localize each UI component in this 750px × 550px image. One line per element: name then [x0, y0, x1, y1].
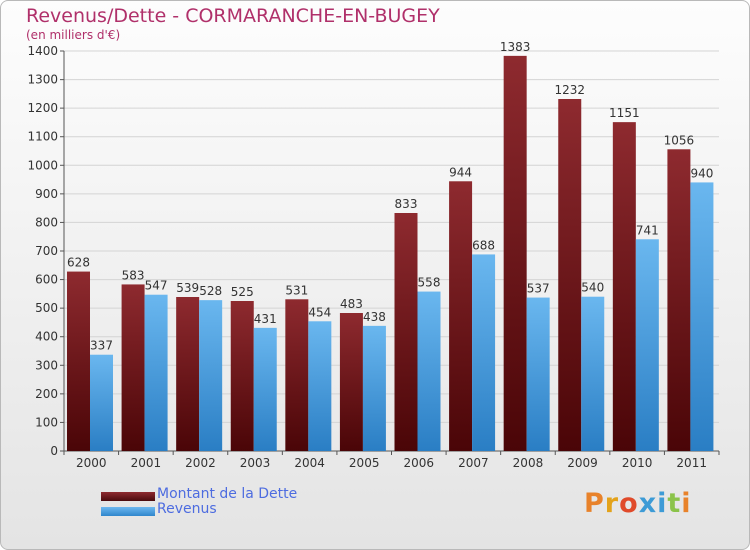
bar-revenus — [581, 296, 605, 451]
y-tick-label: 1200 — [27, 101, 58, 115]
y-tick-label: 1100 — [27, 130, 58, 144]
bar-dette — [121, 284, 145, 451]
bar-revenus — [308, 321, 332, 451]
data-label: 525 — [231, 285, 254, 299]
y-tick-label: 1300 — [27, 73, 58, 87]
logo-letter: x — [638, 488, 658, 519]
y-tick-label: 1400 — [27, 44, 58, 58]
x-tick-label: 2000 — [76, 456, 107, 470]
data-label: 628 — [67, 256, 90, 270]
legend-item-revenus: Revenus — [101, 501, 361, 519]
data-label: 431 — [254, 312, 277, 326]
y-tick-label: 600 — [35, 273, 58, 287]
bar-dette — [394, 213, 418, 451]
data-label: 539 — [176, 281, 199, 295]
bar-dette — [339, 313, 363, 451]
bar-dette — [558, 99, 582, 451]
data-label: 528 — [199, 284, 222, 298]
data-label: 688 — [472, 238, 495, 252]
y-tick-label: 1000 — [27, 158, 58, 172]
bar-dette — [612, 122, 636, 452]
y-tick-label: 800 — [35, 215, 58, 229]
data-label: 1056 — [664, 133, 695, 147]
data-label: 454 — [308, 305, 331, 319]
bar-revenus — [635, 239, 659, 451]
data-label: 540 — [581, 281, 604, 295]
bar-dette — [285, 299, 309, 451]
x-tick-label: 2004 — [294, 456, 325, 470]
logo-letter: P — [584, 488, 605, 519]
data-label: 337 — [90, 339, 113, 353]
y-tick-label: 700 — [35, 244, 58, 258]
bar-revenus — [362, 325, 386, 451]
data-label: 944 — [449, 165, 472, 179]
bar-revenus — [199, 300, 223, 451]
bar-revenus — [144, 294, 168, 451]
bar-dette — [503, 55, 527, 451]
y-tick-label: 400 — [35, 330, 58, 344]
x-tick-label: 2007 — [458, 456, 489, 470]
logo-letter: i — [681, 488, 692, 519]
legend-item-dette: Montant de la Dette — [101, 486, 361, 504]
legend-label-dette: Montant de la Dette — [157, 486, 298, 502]
logo-letter: o — [619, 488, 639, 519]
x-tick-label: 2003 — [240, 456, 271, 470]
bar-dette — [176, 297, 200, 451]
data-label: 940 — [690, 166, 713, 180]
bar-revenus — [90, 354, 113, 451]
bar-revenus — [472, 254, 496, 451]
x-tick-label: 2011 — [676, 456, 707, 470]
x-tick-label: 2006 — [404, 456, 435, 470]
y-tick-label: 100 — [35, 415, 58, 429]
bar-revenus — [526, 297, 550, 451]
x-tick-label: 2005 — [349, 456, 380, 470]
bar-dette — [230, 301, 254, 451]
x-tick-label: 2001 — [131, 456, 162, 470]
y-tick-label: 500 — [35, 301, 58, 315]
proxiti-logo: Proxiti — [584, 488, 692, 519]
x-tick-label: 2008 — [513, 456, 544, 470]
x-tick-label: 2009 — [567, 456, 598, 470]
data-label: 583 — [122, 268, 145, 282]
logo-letter: i — [657, 488, 668, 519]
bar-revenus — [417, 291, 441, 451]
bar-dette — [449, 181, 473, 452]
data-label: 438 — [363, 310, 386, 324]
bar-revenus — [690, 182, 714, 451]
data-label: 741 — [636, 223, 659, 237]
y-tick-label: 900 — [35, 187, 58, 201]
bar-dette — [667, 149, 691, 452]
x-tick-label: 2002 — [185, 456, 216, 470]
data-label: 833 — [395, 197, 418, 211]
chart-subtitle: (en milliers d'€) — [26, 28, 121, 42]
bar-revenus — [253, 327, 277, 451]
data-label: 537 — [527, 282, 550, 296]
logo-letter: r — [604, 488, 620, 519]
data-label: 531 — [285, 283, 308, 297]
data-label: 558 — [418, 276, 441, 290]
legend-swatch-revenus — [101, 507, 155, 516]
data-label: 1383 — [500, 40, 531, 54]
data-label: 1232 — [554, 83, 585, 97]
x-tick-label: 2010 — [622, 456, 653, 470]
chart-title: Revenus/Dette - CORMARANCHE-EN-BUGEY — [26, 5, 440, 27]
y-tick-label: 200 — [35, 387, 58, 401]
logo-letter: t — [667, 488, 682, 519]
y-tick-label: 300 — [35, 358, 58, 372]
y-tick-label: 0 — [50, 444, 58, 458]
bar-dette — [67, 271, 90, 451]
data-label: 1151 — [609, 106, 640, 120]
legend-label-revenus: Revenus — [157, 501, 217, 517]
legend-swatch-dette — [101, 492, 155, 501]
data-label: 483 — [340, 297, 363, 311]
data-label: 547 — [145, 279, 168, 293]
